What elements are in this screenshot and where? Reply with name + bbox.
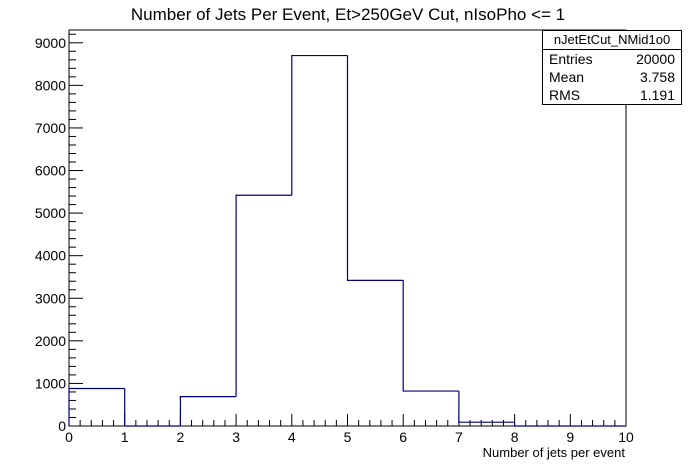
y-tick-label: 0 bbox=[58, 418, 66, 434]
stats-entries-value: 20000 bbox=[636, 51, 675, 67]
stats-box-title: nJetEtCut_NMid1o0 bbox=[543, 31, 681, 50]
x-tick-label: 0 bbox=[65, 429, 73, 445]
y-tick-label: 6000 bbox=[35, 163, 66, 179]
x-tick-label: 8 bbox=[511, 429, 519, 445]
y-tick-label: 1000 bbox=[35, 375, 66, 391]
y-tick-label: 2000 bbox=[35, 333, 66, 349]
stats-mean-row: Mean 3.758 bbox=[543, 68, 681, 86]
histogram-bin bbox=[402, 280, 459, 392]
stats-box: nJetEtCut_NMid1o0 Entries 20000 Mean 3.7… bbox=[542, 30, 682, 105]
stats-entries-label: Entries bbox=[549, 51, 593, 67]
stats-rms-value: 1.191 bbox=[639, 87, 675, 103]
stats-entries-row: Entries 20000 bbox=[543, 50, 681, 68]
x-tick-label: 2 bbox=[177, 429, 185, 445]
x-tick-label: 9 bbox=[566, 429, 574, 445]
x-axis-label: Number of jets per event bbox=[483, 445, 626, 460]
histogram-bin bbox=[179, 396, 237, 426]
stats-mean-label: Mean bbox=[549, 69, 585, 85]
x-tick-label: 10 bbox=[618, 429, 634, 445]
y-tick-label: 9000 bbox=[35, 35, 66, 51]
chart-title: Number of Jets Per Event, Et>250GeV Cut,… bbox=[130, 5, 566, 24]
axes: 0 1 2 3 4 5 6 7 8 9 10 0 1000 2000 3000 4000 5000 6000 700… bbox=[35, 29, 634, 445]
histogram-bin bbox=[514, 422, 571, 427]
histogram-bin bbox=[346, 55, 404, 281]
histogram-bin bbox=[68, 387, 125, 426]
stats-rms-row: RMS 1.191 bbox=[543, 86, 681, 104]
histogram-bin bbox=[458, 391, 515, 423]
y-tick-label: 5000 bbox=[35, 205, 66, 221]
y-tick-label: 7000 bbox=[35, 120, 66, 136]
stats-mean-value: 3.758 bbox=[639, 69, 675, 85]
histogram-bin bbox=[291, 54, 348, 196]
x-tick-label: 3 bbox=[232, 429, 240, 445]
x-tick-label: 6 bbox=[399, 429, 407, 445]
histogram-bin bbox=[235, 194, 292, 397]
x-tick-label: 5 bbox=[344, 429, 352, 445]
x-tick-label: 7 bbox=[455, 429, 463, 445]
histogram-bin bbox=[124, 388, 181, 427]
histogram-bars bbox=[68, 54, 626, 427]
y-tick-label: 8000 bbox=[35, 77, 66, 93]
x-tick-label: 1 bbox=[121, 429, 129, 445]
y-tick-label: 4000 bbox=[35, 248, 66, 264]
x-tick-label: 4 bbox=[288, 429, 296, 445]
y-tick-label: 3000 bbox=[35, 290, 66, 306]
stats-rms-label: RMS bbox=[549, 87, 581, 103]
